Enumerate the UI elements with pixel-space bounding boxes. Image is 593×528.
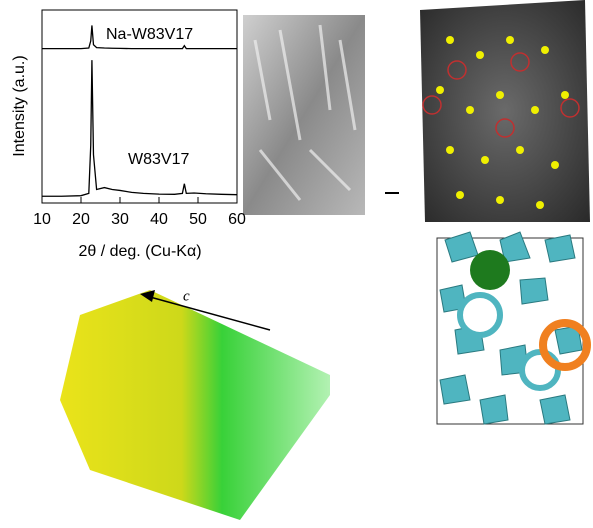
channel bbox=[460, 295, 500, 335]
x-tick-label: 40 bbox=[150, 211, 168, 228]
page: c Intensity (a.u.) 2θ / deg. (Cu-Kα) 10 2… bbox=[0, 0, 593, 528]
green-pentagon bbox=[470, 250, 510, 290]
x-tick-label: 20 bbox=[72, 211, 90, 228]
tem-image bbox=[420, 0, 590, 222]
axis-label: c bbox=[183, 288, 190, 304]
series-label: Na-W83V17 bbox=[106, 26, 193, 43]
x-tick-label: 60 bbox=[228, 211, 246, 228]
series-label: W83V17 bbox=[128, 151, 189, 168]
x-tick-label: 30 bbox=[111, 211, 129, 228]
x-tick-label: 50 bbox=[189, 211, 207, 228]
scale-bar bbox=[385, 192, 399, 194]
figure: c Intensity (a.u.) 2θ / deg. (Cu-Kα) 10 2… bbox=[0, 0, 593, 528]
x-axis-label: 2θ / deg. (Cu-Kα) bbox=[78, 243, 201, 260]
crystal-model bbox=[60, 290, 330, 520]
channel bbox=[522, 352, 558, 388]
x-tick-label: 10 bbox=[33, 211, 51, 228]
xrd-line bbox=[42, 60, 237, 196]
y-axis-label: Intensity (a.u.) bbox=[11, 55, 28, 156]
